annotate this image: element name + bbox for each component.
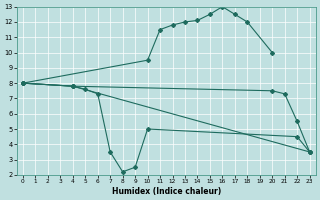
X-axis label: Humidex (Indice chaleur): Humidex (Indice chaleur) bbox=[112, 187, 221, 196]
